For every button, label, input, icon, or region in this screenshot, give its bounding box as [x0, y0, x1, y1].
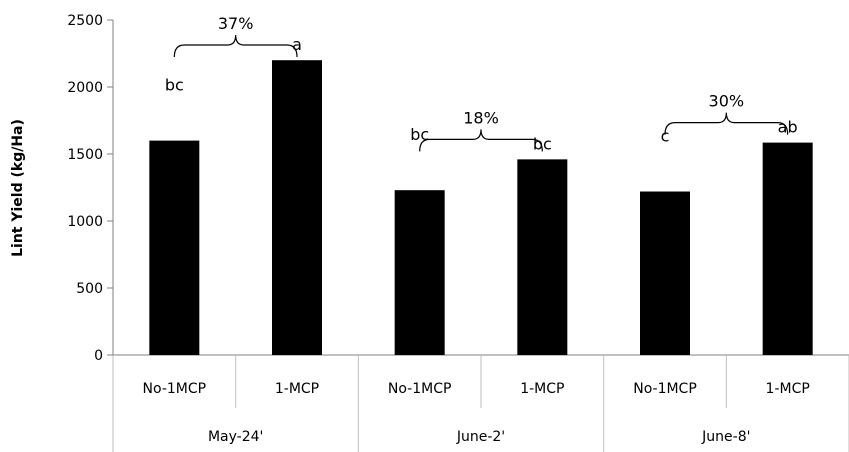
category-label: No-1MCP: [633, 381, 697, 397]
significance-label: a: [292, 35, 302, 54]
bar: [640, 191, 690, 355]
group-label: May-24': [208, 429, 263, 445]
y-tick-label: 1500: [67, 147, 103, 163]
bar: [517, 159, 568, 355]
significance-label: bc: [533, 134, 552, 153]
increase-label: 37%: [218, 14, 254, 33]
y-tick-label: 2500: [67, 13, 103, 29]
category-labels: No-1MCP 1-MCP No-1MCP 1-MCP No-1MCP 1-MCP: [143, 381, 810, 397]
bar: [149, 140, 200, 355]
y-tick-label: 500: [76, 281, 103, 297]
increase-braces: 37% 18% 30%: [173, 14, 789, 152]
significance-label: bc: [165, 76, 184, 95]
y-tick-label: 0: [94, 348, 103, 364]
category-label: 1-MCP: [275, 381, 319, 397]
bar: [762, 142, 813, 355]
significance-label: c: [661, 127, 670, 146]
y-tick-label: 1000: [67, 214, 103, 230]
bar: [394, 190, 445, 355]
significance-label: ab: [778, 118, 798, 137]
bar: [272, 60, 322, 355]
category-label: No-1MCP: [143, 381, 207, 397]
y-axis-label: Lint Yield (kg/Ha): [10, 119, 26, 257]
increase-brace: [173, 34, 298, 58]
increase-brace: [664, 112, 789, 135]
category-label: No-1MCP: [388, 381, 452, 397]
increase-brace: [419, 129, 543, 152]
group-label: June-2': [456, 429, 505, 445]
bars: [149, 60, 813, 355]
category-label: 1-MCP: [520, 381, 564, 397]
significance-label: bc: [410, 125, 429, 144]
y-ticks: 0 500 1000 1500 2000 2500: [67, 13, 113, 364]
increase-label: 30%: [709, 92, 745, 111]
category-label: 1-MCP: [766, 381, 810, 397]
y-tick-label: 2000: [67, 80, 103, 96]
group-labels: May-24' June-2' June-8': [208, 429, 751, 445]
axes: [112, 20, 849, 452]
group-label: June-8': [701, 429, 750, 445]
significance-labels: bc a bc bc c ab: [165, 35, 798, 153]
increase-label: 18%: [463, 108, 499, 127]
